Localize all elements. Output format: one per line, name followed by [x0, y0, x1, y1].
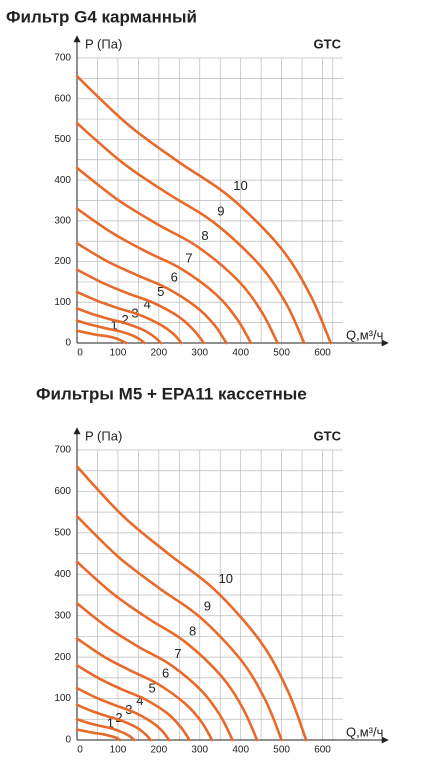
- curve: [75, 75, 333, 345]
- y-tick-label: 0: [65, 338, 71, 349]
- brand: GTC: [314, 428, 342, 443]
- y-tick-label: 100: [54, 297, 71, 308]
- y-axis-title: P (Па): [85, 428, 122, 443]
- x-tick-label: 300: [191, 745, 208, 756]
- curve-label: 8: [201, 228, 208, 243]
- curve: [75, 268, 206, 345]
- curve: [75, 717, 136, 742]
- x-tick-label: 500: [273, 348, 290, 359]
- x-tick-label: 0: [77, 745, 83, 756]
- y-tick-label: 600: [54, 93, 71, 104]
- y-tick-label: 200: [54, 652, 71, 663]
- y-tick-label: 500: [54, 527, 71, 538]
- curve-label: 6: [162, 666, 169, 681]
- y-axis-title: P (Па): [85, 36, 122, 51]
- y-tick-label: 700: [54, 445, 71, 456]
- x-tick-label: 600: [314, 348, 331, 359]
- x-tick-label: 300: [191, 348, 208, 359]
- y-tick-label: 700: [54, 53, 71, 64]
- curve-label: 5: [149, 680, 156, 695]
- brand: GTC: [314, 36, 342, 51]
- curve: [75, 290, 183, 345]
- x-tick-label: 0: [77, 348, 83, 359]
- y-tick-label: 600: [54, 486, 71, 497]
- x-tick-label: 200: [151, 745, 168, 756]
- curve: [75, 166, 279, 345]
- curve: [75, 601, 234, 742]
- y-tick-label: 400: [54, 569, 71, 580]
- curve-label: 8: [189, 623, 196, 638]
- y-tick-label: 0: [65, 735, 71, 746]
- curve: [75, 637, 214, 742]
- curve-label: 7: [174, 646, 181, 661]
- x-tick-label: 200: [151, 348, 168, 359]
- x-tick-label: 100: [110, 745, 127, 756]
- y-tick-label: 500: [54, 134, 71, 145]
- curve-label: 5: [157, 284, 164, 299]
- curve-label: 1: [110, 318, 117, 333]
- y-tick-label: 100: [54, 693, 71, 704]
- x-tick-label: 400: [232, 745, 249, 756]
- x-tick-label: 600: [314, 745, 331, 756]
- curve: [75, 686, 171, 742]
- y-tick-label: 200: [54, 256, 71, 267]
- x-axis-title: Q,м³/ч: [346, 327, 383, 342]
- curve: [75, 121, 306, 345]
- curve-label: 4: [144, 296, 151, 311]
- curve-label: 2: [122, 312, 129, 327]
- chart-title: Фильтры М5 + EPA11 кассетные: [36, 384, 307, 403]
- curve: [75, 560, 259, 742]
- curve-label: 10: [219, 571, 233, 586]
- curve-label: 4: [136, 693, 143, 708]
- curve-label: 10: [233, 178, 247, 193]
- x-tick-label: 500: [273, 745, 290, 756]
- curve: [75, 728, 122, 742]
- curve: [75, 319, 146, 345]
- curve: [75, 207, 253, 345]
- y-tick-label: 300: [54, 215, 71, 226]
- curve: [75, 664, 191, 742]
- chart-title: Фильтр G4 карманный: [6, 7, 197, 26]
- x-tick-label: 100: [110, 348, 127, 359]
- curve: [75, 241, 228, 345]
- curve-label: 2: [115, 710, 122, 725]
- y-tick-label: 400: [54, 175, 71, 186]
- curve-label: 1: [107, 716, 114, 731]
- curve: [75, 514, 283, 742]
- x-axis-title: Q,м³/ч: [346, 724, 383, 739]
- y-tick-label: 300: [54, 610, 71, 621]
- curve: [75, 703, 152, 742]
- x-tick-label: 400: [232, 348, 249, 359]
- curve: [75, 465, 308, 742]
- curve-label: 6: [171, 269, 178, 284]
- curve-label: 7: [185, 250, 192, 265]
- curve: [75, 329, 128, 345]
- curve-label: 9: [204, 598, 211, 613]
- curve: [75, 307, 163, 345]
- curve-label: 9: [217, 204, 224, 219]
